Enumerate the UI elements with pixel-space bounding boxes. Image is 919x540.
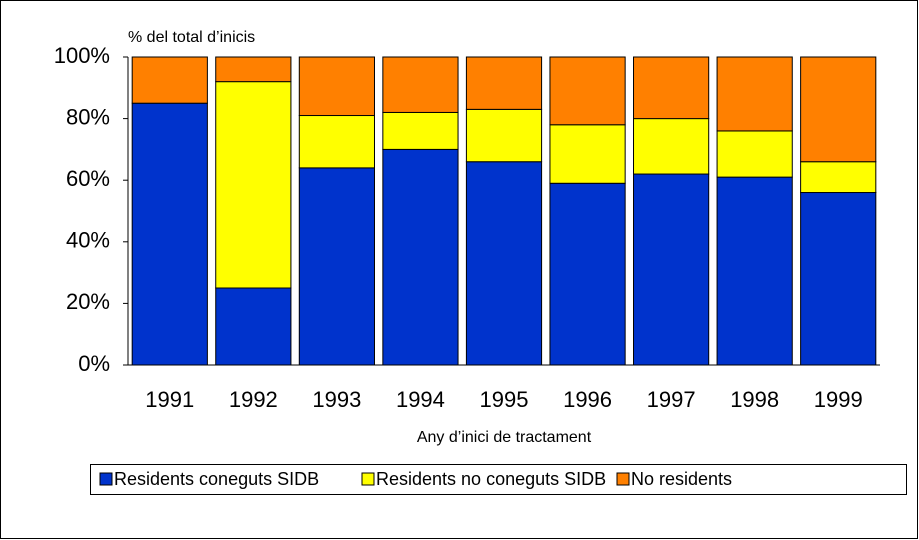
x-tick-label: 1998 (730, 387, 779, 412)
bar-segment (131, 56, 208, 104)
x-tick-label: 1991 (145, 387, 194, 412)
x-tick-label: 1995 (480, 387, 529, 412)
legend-label: No residents (631, 469, 732, 489)
bar-segment (716, 56, 793, 132)
bar-segment (549, 56, 626, 126)
bar-segment (465, 161, 543, 366)
legend-swatch (361, 472, 375, 486)
x-tick-label: 1996 (563, 387, 612, 412)
legend-swatch (99, 472, 113, 486)
bar-segment (633, 173, 710, 366)
x-tick-label: 1997 (647, 387, 696, 412)
legend-label: Residents coneguts SIDB (114, 469, 319, 489)
bar-segment (633, 56, 710, 120)
y-axis-title: % del total d’inicis (128, 29, 255, 46)
bar-segment (215, 56, 292, 83)
bar-segment (465, 56, 543, 110)
bar-segment (549, 182, 626, 366)
bar-segment (633, 118, 710, 175)
bar-segment (215, 287, 292, 366)
y-tick-label: 40% (66, 228, 110, 253)
y-tick-label: 100% (54, 43, 110, 68)
y-tick-label: 20% (66, 289, 110, 314)
legend-label: Residents no coneguts SIDB (376, 469, 606, 489)
legend-box (90, 464, 907, 495)
bar-segment (549, 124, 626, 184)
x-tick-label: 1994 (396, 387, 445, 412)
bar-segment (382, 111, 459, 150)
bar-segment (298, 167, 375, 366)
bar-segment (382, 56, 459, 113)
bar-segment (215, 81, 292, 289)
bar-segment (716, 130, 793, 178)
x-tick-label: 1999 (814, 387, 863, 412)
bar-segment (800, 161, 877, 194)
y-tick-label: 60% (66, 166, 110, 191)
bar-segment (298, 56, 375, 117)
bar-segment (382, 148, 459, 366)
bar-segment (298, 115, 375, 169)
bar-segment (131, 102, 208, 366)
y-tick-label: 0% (78, 351, 110, 376)
y-tick-label: 80% (66, 104, 110, 129)
x-tick-label: 1993 (312, 387, 361, 412)
legend-swatch (616, 472, 630, 486)
bar-segment (800, 192, 877, 366)
bar-segment (465, 108, 543, 163)
x-axis-title: Any d’inici de tractament (417, 429, 592, 446)
bar-segment (716, 176, 793, 366)
bar-segment (800, 56, 877, 163)
x-tick-label: 1992 (229, 387, 278, 412)
